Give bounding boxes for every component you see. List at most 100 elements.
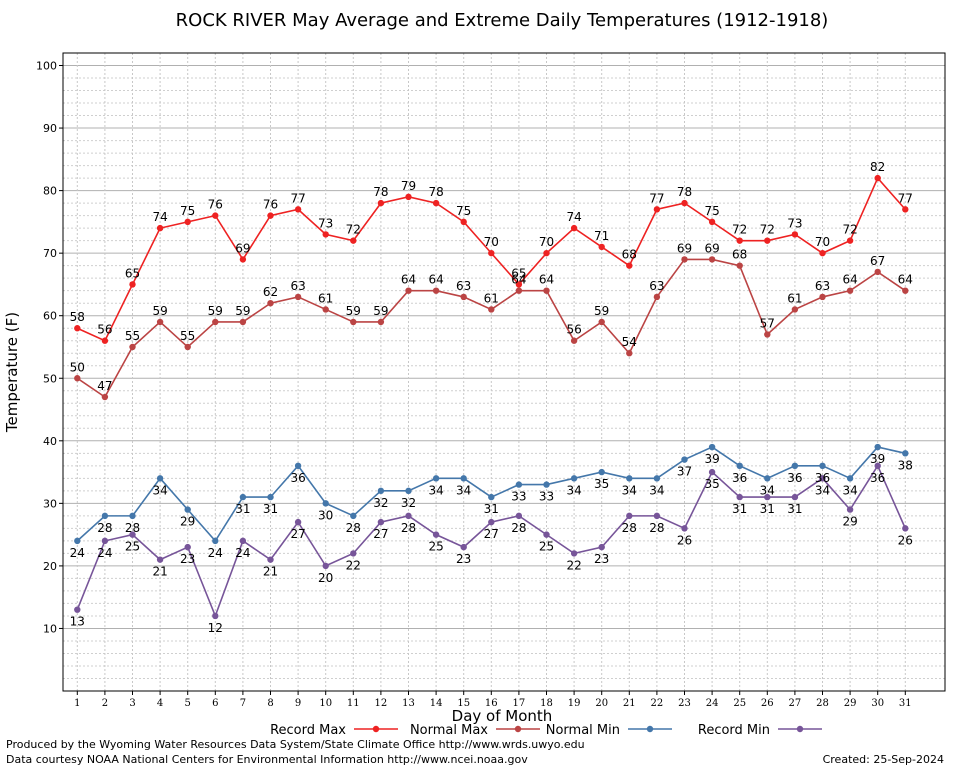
record-max-point	[791, 231, 799, 238]
normal-max-point	[543, 287, 550, 294]
y-axis-label: Temperature (F)	[3, 312, 21, 433]
record-min-point	[653, 512, 661, 520]
normal-min-point	[598, 468, 605, 476]
normal-min-point	[294, 462, 302, 470]
normal-max-point	[819, 293, 826, 301]
x-tick-label: 4	[157, 698, 163, 709]
record-max-point	[902, 206, 909, 213]
normal-max-value-label: 61	[318, 291, 333, 305]
normal-max-value-label: 47	[97, 379, 112, 393]
record-max-point	[101, 337, 109, 344]
record-min-value-label: 22	[346, 558, 361, 572]
record-min-point	[239, 537, 247, 545]
record-max-point	[129, 281, 136, 288]
record-min-value-label: 21	[152, 565, 167, 579]
record-max-point	[653, 206, 661, 213]
normal-min-value-label: 28	[346, 521, 361, 535]
normal-max-value-label: 64	[898, 273, 913, 287]
x-tick-label: 11	[347, 698, 360, 709]
normal-min-point	[239, 493, 247, 501]
normal-min-value-label: 30	[318, 508, 333, 522]
record-min-point	[460, 543, 467, 551]
record-min-point	[819, 475, 826, 482]
normal-max-value-label: 69	[677, 241, 692, 255]
normal-min-point	[819, 462, 826, 470]
normal-max-value-label: 67	[870, 254, 885, 268]
x-tick-label: 23	[678, 698, 691, 709]
normal-max-point	[570, 337, 578, 344]
x-tick-label: 3	[129, 698, 135, 709]
normal-max-point	[460, 293, 467, 301]
normal-min-value-label: 34	[649, 483, 664, 497]
normal-max-value-label: 59	[346, 304, 361, 318]
record-min-point	[294, 518, 302, 526]
record-min-point	[846, 506, 854, 513]
legend-swatch-marker-record-max	[372, 725, 380, 733]
normal-max-point	[184, 343, 191, 351]
record-min-point	[184, 543, 191, 551]
normal-min-value-label: 34	[622, 483, 637, 497]
record-min-value-label: 13	[70, 615, 85, 629]
normal-min-point	[488, 493, 495, 501]
normal-min-point	[74, 537, 81, 545]
normal-min-value-label: 33	[511, 490, 526, 504]
normal-max-point	[653, 293, 661, 301]
normal-min-point	[791, 462, 799, 470]
normal-min-point	[460, 475, 467, 482]
record-min-value-label: 28	[511, 521, 526, 535]
normal-max-point	[212, 318, 219, 326]
normal-min-point	[543, 481, 550, 488]
record-max-value-label: 77	[649, 191, 664, 205]
record-max-value-label: 75	[704, 204, 719, 218]
normal-max-value-label: 59	[594, 304, 609, 318]
x-tick-label: 26	[761, 698, 774, 709]
record-max-point	[74, 325, 81, 332]
normal-min-point	[626, 475, 633, 482]
record-min-point	[488, 518, 495, 526]
normal-max-point	[101, 393, 109, 401]
normal-min-point	[736, 462, 743, 470]
record-min-value-label: 29	[842, 515, 857, 529]
series-group	[74, 174, 909, 620]
y-tick-label: 80	[43, 185, 57, 198]
record-min-value-label: 31	[732, 502, 747, 516]
record-max-value-label: 71	[594, 229, 609, 243]
normal-max-value-label: 61	[787, 291, 802, 305]
normal-max-point	[322, 306, 329, 313]
x-tick-label: 25	[733, 698, 746, 709]
record-min-value-label: 27	[373, 527, 388, 541]
record-max-point	[819, 249, 826, 257]
record-min-point	[626, 512, 633, 520]
x-tick-label: 31	[899, 698, 912, 709]
normal-max-value-label: 64	[428, 273, 443, 287]
record-max-value-label: 78	[677, 185, 692, 199]
x-tick-label: 21	[623, 698, 636, 709]
record-max-point	[681, 199, 688, 207]
y-tick-label: 50	[43, 372, 57, 385]
x-tick-label: 15	[457, 698, 470, 709]
x-tick-label: 5	[185, 698, 191, 709]
record-min-value-label: 28	[649, 521, 664, 535]
x-tick-label: 20	[595, 698, 608, 709]
chart-title: ROCK RIVER May Average and Extreme Daily…	[176, 10, 829, 31]
record-min-value-label: 26	[677, 533, 692, 547]
normal-max-value-label: 64	[401, 273, 416, 287]
x-axis-label: Day of Month	[452, 707, 553, 725]
record-min-point	[791, 493, 799, 501]
x-tick-label: 14	[430, 698, 443, 709]
y-tick-label: 100	[36, 60, 57, 73]
data-labels: 58 56 65 74 75 76 69 76 77 73 72 78 79 78 75 70 65 70 74 71…	[70, 160, 913, 635]
normal-min-point	[267, 493, 274, 501]
record-max-point	[432, 199, 440, 207]
normal-min-point	[212, 537, 219, 545]
record-min-point	[101, 537, 109, 545]
normal-min-point	[377, 487, 385, 495]
x-tick-label: 30	[871, 698, 884, 709]
record-max-value-label: 73	[787, 216, 802, 230]
record-min-value-label: 12	[208, 621, 223, 635]
record-max-value-label: 65	[511, 266, 526, 280]
normal-min-value-label: 34	[566, 483, 581, 497]
record-max-value-label: 82	[870, 160, 885, 174]
normal-max-value-label: 50	[70, 360, 85, 374]
record-max-point	[598, 243, 605, 251]
